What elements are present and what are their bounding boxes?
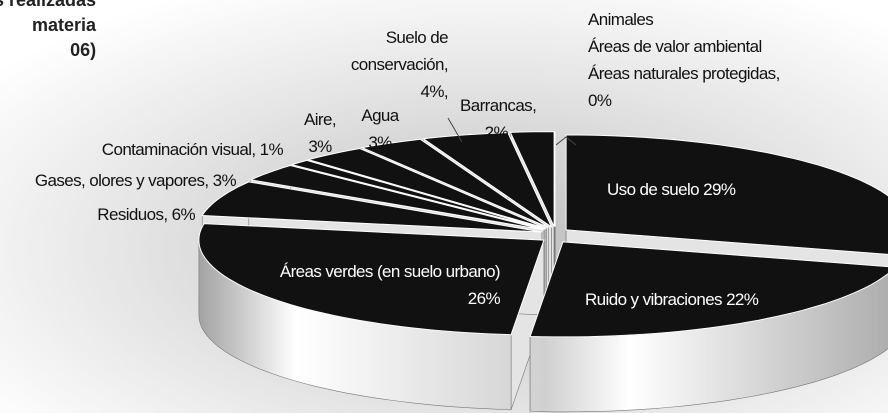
slice — [198, 223, 545, 411]
data-label: Áreas naturales protegidas, 0% — [588, 60, 780, 114]
value-label: 2% — [484, 123, 509, 142]
slice-top — [306, 147, 547, 229]
category-label: Gases, olores y vapores, — [34, 171, 209, 190]
data-label: Animales — [588, 6, 654, 33]
data-label: Ruido y vibraciones 22% — [585, 286, 759, 313]
slice-top — [248, 164, 545, 231]
value-label: 4%, — [420, 82, 449, 101]
data-label: Áreas verdes (en suelo urbano) 26% — [279, 258, 501, 312]
data-label: Suelo de conservación, 4%, — [328, 24, 449, 105]
title-line: 06) — [70, 40, 97, 60]
data-label: Aire, 3% — [280, 106, 360, 160]
data-label: Uso de suelo 29% — [607, 176, 736, 203]
value-label: 3% — [212, 171, 237, 190]
slice-top — [565, 134, 888, 255]
value-label: 29% — [703, 180, 736, 199]
category-label: Contaminación visual, — [101, 140, 256, 159]
value-label: 6% — [171, 205, 196, 224]
data-label: Gases, olores y vapores, 3% — [34, 167, 237, 194]
category-label: Áreas naturales protegidas, — [588, 64, 780, 83]
category-label: Suelo de conservación, — [350, 28, 449, 74]
data-label: Agua 3% — [340, 102, 420, 156]
slice — [529, 241, 888, 413]
category-label: Animales — [588, 10, 654, 29]
slice-top — [289, 159, 546, 230]
slice-top — [360, 138, 549, 228]
title-line: materia — [32, 15, 97, 35]
category-label: Ruido y vibraciones — [585, 290, 723, 309]
leader — [447, 117, 463, 143]
category-label: Áreas de valor ambiental — [588, 37, 762, 56]
pie — [198, 131, 888, 413]
slice-top — [421, 132, 553, 229]
data-label: Áreas de valor ambiental — [588, 33, 762, 60]
category-label: Aire, — [304, 110, 337, 129]
value-label: 1% — [259, 140, 284, 159]
title-line: s realizadas — [0, 0, 97, 10]
slice-top — [529, 241, 888, 338]
value-label: 3% — [368, 133, 392, 152]
value-label: 22% — [726, 290, 759, 309]
leader — [555, 136, 577, 146]
slice-top — [201, 181, 542, 233]
category-label: Residuos, — [97, 205, 168, 224]
title: s realizadas materia 06) — [0, 0, 96, 63]
data-label: Barrancas, 2% — [460, 92, 537, 146]
category-label: Barrancas, — [460, 96, 537, 115]
category-label: Áreas verdes (en suelo urbano) — [279, 262, 501, 281]
category-label: Agua — [361, 106, 399, 125]
value-label: 26% — [467, 289, 501, 308]
slice-top — [198, 223, 545, 336]
value-label: 0% — [588, 91, 612, 110]
category-label: Uso de suelo — [607, 180, 700, 199]
slice-top — [509, 131, 555, 227]
value-label: 3% — [308, 137, 332, 156]
data-label: Residuos, 6% — [97, 201, 195, 228]
data-label: Contaminación visual, 1% — [101, 136, 284, 163]
